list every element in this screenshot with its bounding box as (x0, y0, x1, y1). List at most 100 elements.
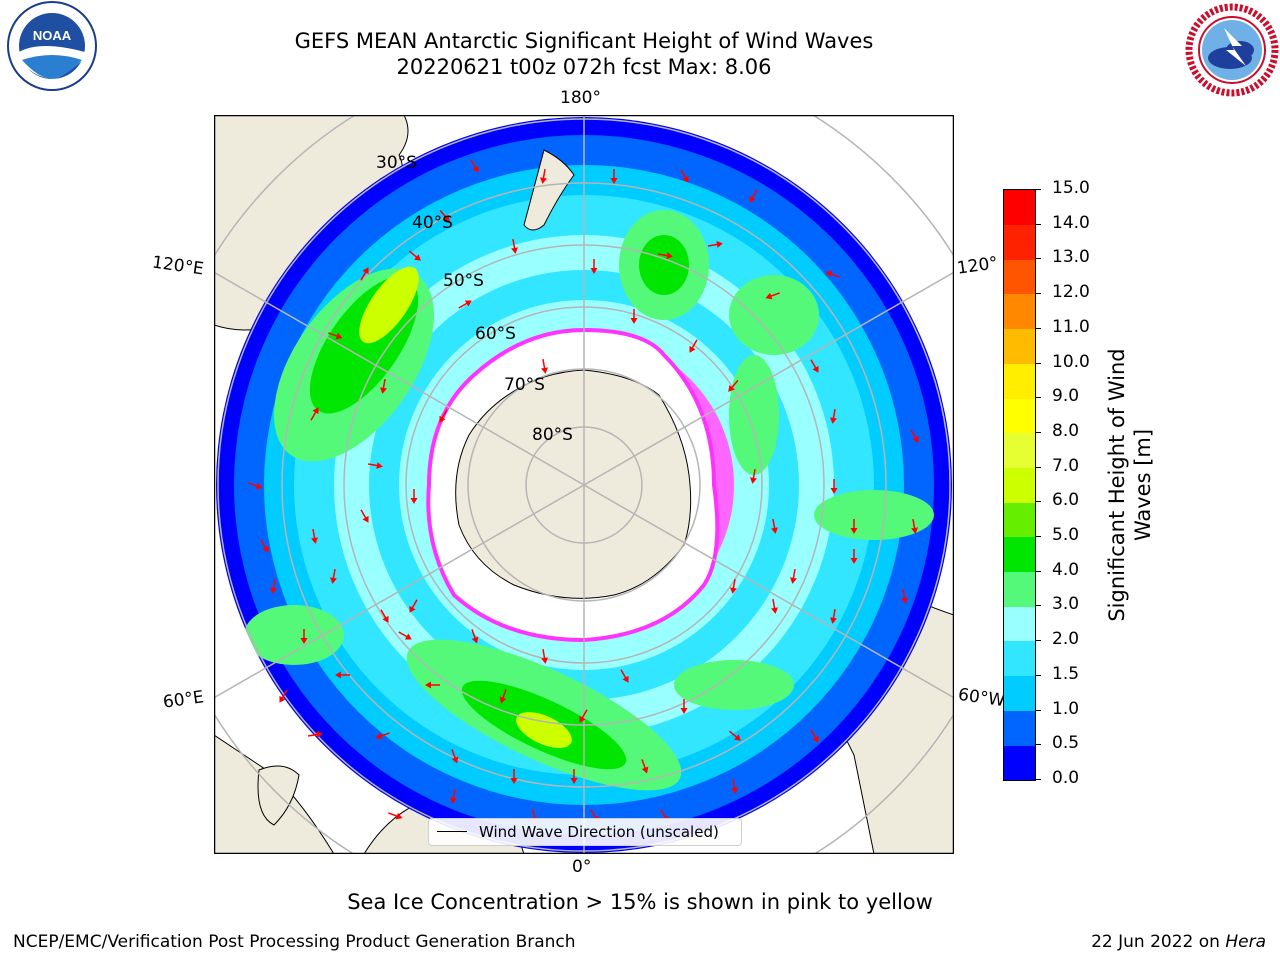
lon-label-180: 180° (560, 88, 601, 108)
wind-arrow (901, 588, 908, 604)
colorbar-tick-label: 11.0 (1052, 316, 1090, 337)
lon-label-120e: 120°E (150, 252, 205, 280)
colorbar-tick (1035, 327, 1041, 329)
colorbar-tick (1035, 605, 1041, 607)
wind-arrow (850, 549, 858, 564)
wind-arrow (689, 339, 698, 353)
wind-arrow (248, 482, 263, 490)
colorbar-label-line2: Waves [m] (1131, 428, 1155, 542)
colorbar-tick-label: 15.0 (1052, 178, 1090, 198)
colorbar-tick-label: 5.0 (1052, 525, 1080, 546)
colorbar-tick-label: 1.0 (1052, 698, 1080, 719)
wind-arrow (790, 568, 797, 584)
wind-arrow (511, 238, 518, 254)
wind-arrow (830, 479, 838, 494)
chart-subtitle: 20220621 t00z 072h fcst Max: 8.06 (396, 55, 772, 79)
wind-arrow (439, 209, 450, 222)
colorbar-tick (1035, 779, 1041, 780)
wind-arrow (541, 358, 548, 374)
footer-credit: NCEP/EMC/Verification Post Processing Pr… (13, 932, 576, 952)
wind-arrow (680, 699, 688, 714)
wind-arrow (300, 629, 308, 644)
colorbar-band (1004, 571, 1035, 607)
wind-arrow (360, 509, 369, 523)
lat-label-80s: 80°S (532, 425, 573, 445)
wind-arrow (375, 732, 390, 740)
wind-arrow (398, 631, 412, 640)
wind-arrow (771, 598, 778, 614)
wind-arrow (367, 462, 383, 469)
colorbar-band (1004, 537, 1035, 573)
colorbar-tick (1035, 223, 1041, 225)
wind-arrow (470, 159, 479, 173)
colorbar-tick-label: 0.0 (1052, 768, 1080, 788)
wind-arrow (408, 250, 421, 261)
wind-arrow (610, 169, 618, 184)
wind-arrow (451, 749, 459, 764)
footer-host: Hera (1225, 932, 1266, 952)
colorbar-tick (1035, 570, 1041, 572)
map-panel: 30°S 40°S 50°S 60°S 70°S 80°S (214, 115, 954, 854)
map-legend: Wind Wave Direction (unscaled) (428, 818, 742, 846)
wind-arrow (830, 408, 837, 424)
wind-arrow (810, 359, 819, 373)
wind-arrow (765, 292, 780, 300)
colorbar-band (1004, 363, 1035, 399)
colorbar-band (1004, 432, 1035, 468)
wind-arrow (471, 629, 479, 644)
colorbar-tick-label: 2.0 (1052, 629, 1080, 650)
colorbar-tick (1035, 744, 1041, 746)
wind-arrow (579, 709, 588, 723)
wind-arrow (541, 648, 548, 664)
lat-label-50s: 50°S (443, 271, 484, 291)
colorbar-tick-label: 9.0 (1052, 386, 1080, 407)
wind-arrow (330, 568, 337, 584)
colorbar-tick-label: 14.0 (1052, 212, 1090, 233)
land-antarctica (455, 369, 692, 599)
lon-label-60w: 60°W (956, 684, 1007, 712)
wind-arrow (830, 608, 837, 624)
colorbar-tick-label: 7.0 (1052, 455, 1080, 476)
colorbar-tick (1035, 189, 1041, 190)
colorbar-band (1004, 675, 1035, 711)
polar-map (214, 115, 954, 854)
footer-date-text: 22 Jun 2022 on (1091, 932, 1226, 952)
wind-arrow (570, 769, 578, 784)
colorbar-tick-label: 12.0 (1052, 282, 1090, 303)
wind-arrow (641, 759, 649, 774)
wind-arrow (380, 609, 389, 623)
legend-line-icon (437, 831, 467, 832)
lat-label-40s: 40°S (412, 213, 453, 233)
footer-date: 22 Jun 2022 on Hera (1091, 932, 1266, 952)
colorbar-band (1004, 328, 1035, 364)
wind-arrow (749, 189, 758, 203)
wind-arrow (730, 578, 737, 594)
colorbar-tick-label: 3.0 (1052, 594, 1080, 615)
lat-label-30s: 30°S (376, 153, 417, 173)
colorbar-tick-label: 10.0 (1052, 351, 1090, 372)
colorbar-band (1004, 502, 1035, 538)
colorbar-tick-label: 13.0 (1052, 247, 1090, 268)
colorbar-band (1004, 224, 1035, 260)
wind-arrow (510, 769, 518, 784)
colorbar-tick (1035, 640, 1041, 642)
colorbar-tick (1035, 397, 1041, 399)
wind-arrow (728, 730, 741, 741)
wind-arrow (409, 599, 418, 613)
chart-title: GEFS MEAN Antarctic Significant Height o… (294, 29, 874, 53)
wind-arrow (590, 259, 598, 274)
colorbar-tick (1035, 536, 1041, 538)
wind-arrow (311, 528, 318, 544)
wind-arrow (825, 270, 840, 278)
colorbar-band (1004, 259, 1035, 295)
colorbar-tick (1035, 709, 1041, 711)
colorbar-tick-label: 1.5 (1052, 663, 1080, 684)
colorbar-band (1004, 606, 1035, 642)
colorbar-band (1004, 467, 1035, 503)
wind-arrow (707, 241, 723, 248)
wind-arrow (540, 168, 547, 184)
wind-arrow (810, 729, 819, 743)
noaa-wordmark: NOAA (33, 28, 72, 43)
wind-arrow (388, 812, 403, 820)
wind-arrow (731, 778, 738, 794)
